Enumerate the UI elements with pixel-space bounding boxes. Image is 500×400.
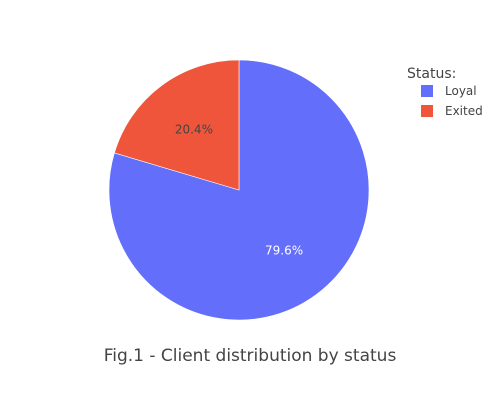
pie-slice-label-loyal: 79.6%: [265, 243, 303, 257]
legend-item-exited[interactable]: Exited: [421, 104, 483, 118]
pie-slice-labels: 79.6% 20.4%: [175, 123, 303, 258]
pie-slice-loyal[interactable]: [108, 59, 370, 321]
legend-swatch-exited: [421, 105, 433, 117]
legend-label-loyal: Loyal: [445, 84, 477, 98]
legend-title: Status:: [407, 66, 456, 82]
legend-swatch-loyal: [421, 85, 433, 97]
pie-slice-label-exited: 20.4%: [175, 123, 213, 137]
legend-label-exited: Exited: [445, 104, 483, 118]
legend-item-loyal[interactable]: Loyal: [421, 84, 477, 98]
pie-slices: [108, 59, 370, 321]
pie-slice-exited[interactable]: [114, 59, 240, 191]
chart-title: Fig.1 - Client distribution by status: [104, 346, 397, 366]
legend: Status: Loyal Exited: [407, 66, 483, 118]
